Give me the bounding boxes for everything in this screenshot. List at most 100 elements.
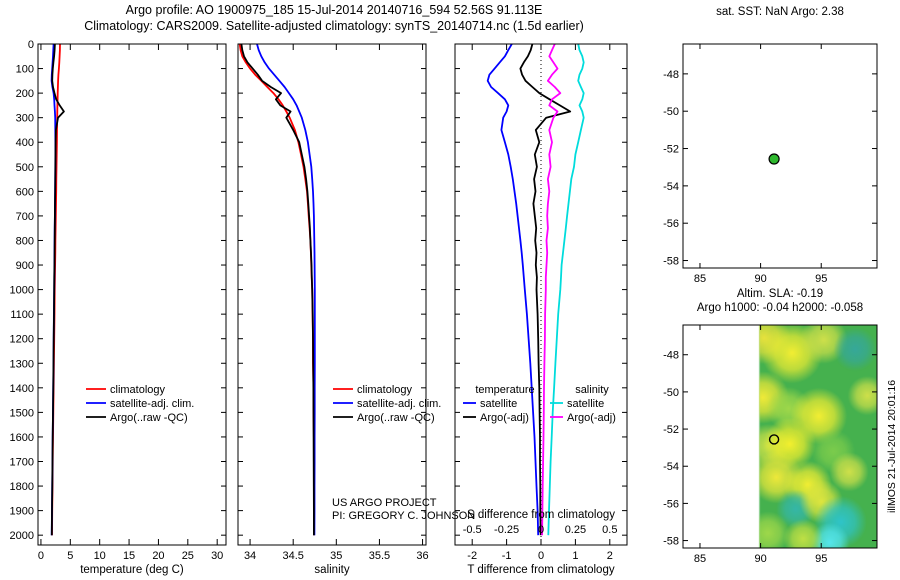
x-axis-label: salinity (314, 564, 349, 576)
legend-label: Argo(-adj) (480, 412, 529, 424)
x-tick-label: -1 (502, 550, 512, 562)
x-tick-label: 10 (94, 550, 106, 562)
y-tick-label: 0 (28, 39, 34, 51)
float-position-marker (768, 434, 780, 445)
series-t-argo-adj (519, 43, 572, 536)
figure-title-line2: Climatology: CARS2009. Satellite-adjuste… (84, 19, 584, 33)
x-tick-label: 85 (694, 273, 706, 285)
float-position-marker (768, 153, 780, 165)
y-tick-label: -58 (663, 536, 679, 548)
series-satellite-adj-clim (256, 43, 316, 536)
x-tick-label: 36 (416, 550, 428, 562)
x-tick-label: 90 (754, 273, 766, 285)
series-s-satellite (547, 43, 585, 536)
x-axis-label: temperature (deg C) (80, 564, 184, 576)
legend-label: Argo(-adj) (567, 412, 616, 424)
legend-label: satellite-adj. clim. (110, 398, 194, 410)
legend-label: satellite-adj. clim. (357, 398, 441, 410)
y-tick-label: -50 (663, 106, 679, 118)
x2-axis-label: S difference from climatology (467, 509, 615, 521)
y-tick-label: 1300 (10, 358, 34, 370)
y-tick-label: 1600 (10, 432, 34, 444)
y-tick-label: 400 (16, 137, 34, 149)
project-text-line2: PI: GREGORY C. JOHNSON (332, 510, 476, 522)
x-tick-label: 95 (815, 273, 827, 285)
y-tick-label: -56 (663, 218, 679, 230)
x-tick-label: 5 (67, 550, 73, 562)
axis-box (682, 43, 878, 269)
axis-box (237, 43, 427, 546)
figure-title-line1: Argo profile: AO 1900975_185 15-Jul-2014… (125, 3, 543, 17)
sla-map: 85 90 95 -48 -50 -52 -54 -56 -58 (663, 324, 878, 565)
x-tick-label: 34 (244, 550, 256, 562)
x-tick-label: 35.5 (369, 550, 390, 562)
axis-box (682, 324, 878, 549)
y-tick-label: 2000 (10, 530, 34, 542)
sst-map-title: sat. SST: NaN Argo: 2.38 (716, 6, 844, 18)
series-argo-raw-qc (240, 43, 315, 536)
x2-tick-label: 0 (538, 524, 544, 536)
x-tick-label: 30 (211, 550, 223, 562)
y-tick-label: -48 (663, 69, 679, 81)
y-tick-label: 1800 (10, 481, 34, 493)
y-tick-label: -54 (663, 461, 679, 473)
y-tick-label: -52 (663, 424, 679, 436)
x-tick-label: 1 (572, 550, 578, 562)
legend-header: temperature (475, 384, 534, 396)
axis-box (37, 43, 227, 546)
x-tick-label: 15 (123, 550, 135, 562)
x-tick-label: 90 (754, 553, 766, 565)
sla-map-title-line1: Altim. SLA: -0.19 (736, 288, 824, 300)
temperature-profile: 0 5 10 15 20 25 300100200300400500600700800900… (10, 39, 227, 576)
x-tick-label: 95 (815, 553, 827, 565)
y-tick-label: -54 (663, 181, 679, 193)
y-tick-label: 300 (16, 113, 34, 125)
x-tick-label: 25 (182, 550, 194, 562)
x2-tick-label: -0.25 (494, 524, 519, 536)
x-tick-label: 85 (694, 553, 706, 565)
y-tick-label: -58 (663, 256, 679, 268)
x-tick-label: 2 (607, 550, 613, 562)
x-tick-label: 20 (152, 550, 164, 562)
y-tick-label: 1100 (10, 309, 34, 321)
legend-label: Argo(..raw -QC) (110, 412, 188, 424)
y-tick-label: 500 (16, 162, 34, 174)
y-tick-label: 100 (16, 64, 34, 76)
legend-label: satellite (480, 398, 517, 410)
y-tick-label: 700 (16, 211, 34, 223)
project-text-line1: US ARGO PROJECT (332, 497, 437, 509)
y-tick-label: 1000 (10, 285, 34, 297)
y-tick-label: 1900 (10, 506, 34, 518)
difference-profile: -2 -1 0 1 2 T difference from climatology -0.5… (454, 43, 628, 576)
y-tick-label: 600 (16, 186, 34, 198)
y-tick-label: 1400 (10, 383, 34, 395)
y-tick-label: 200 (16, 88, 34, 100)
x-tick-label: 35 (330, 550, 342, 562)
series-argo-raw-qc (50, 43, 65, 536)
sla-heatmap-canvas (683, 325, 877, 548)
y-tick-label: 1500 (10, 407, 34, 419)
series-climatology (238, 43, 315, 536)
series-s-argo-adj (541, 43, 562, 536)
y-tick-label: 800 (16, 235, 34, 247)
x2-tick-label: 0.25 (565, 524, 586, 536)
salinity-profile: 34 34.5 35 35.5 36 salinity climatology satelli… (237, 43, 441, 576)
legend-header: salinity (575, 384, 609, 396)
y-tick-label: -52 (663, 144, 679, 156)
plot-timestamp: illMOS 21-Jul-2014 20:01:16 (886, 379, 898, 513)
x-tick-label: 0 (538, 550, 544, 562)
series-t-satellite (486, 43, 540, 536)
legend-label: Argo(..raw -QC) (357, 412, 435, 424)
y-tick-label: 1700 (10, 457, 34, 469)
legend-label: climatology (357, 384, 413, 396)
x-tick-label: -2 (467, 550, 477, 562)
y-tick-label: -56 (663, 498, 679, 510)
x2-tick-label: -0.5 (463, 524, 482, 536)
x-tick-label: 34.5 (282, 550, 303, 562)
x-tick-label: 0 (38, 550, 44, 562)
y-tick-label: -50 (663, 387, 679, 399)
legend-label: climatology (110, 384, 166, 396)
y-tick-label: 900 (16, 260, 34, 272)
